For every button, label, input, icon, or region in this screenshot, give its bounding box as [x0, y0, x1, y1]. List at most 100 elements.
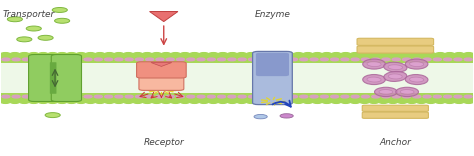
Circle shape	[199, 100, 209, 103]
Circle shape	[2, 95, 10, 98]
Text: Anchor: Anchor	[379, 138, 411, 147]
Circle shape	[237, 100, 246, 103]
Text: Transporter: Transporter	[3, 10, 55, 19]
Circle shape	[256, 100, 265, 103]
Circle shape	[33, 58, 41, 61]
Circle shape	[350, 100, 360, 103]
Circle shape	[246, 53, 256, 56]
Circle shape	[190, 100, 199, 103]
Circle shape	[303, 100, 313, 103]
Circle shape	[237, 53, 246, 56]
Circle shape	[341, 100, 350, 103]
Ellipse shape	[383, 62, 407, 72]
Circle shape	[398, 53, 407, 56]
Circle shape	[436, 53, 445, 56]
Circle shape	[76, 53, 86, 56]
Circle shape	[464, 95, 472, 98]
Circle shape	[290, 95, 298, 98]
Circle shape	[53, 95, 61, 98]
Circle shape	[322, 53, 331, 56]
Circle shape	[67, 100, 76, 103]
Circle shape	[10, 100, 19, 103]
Circle shape	[351, 58, 359, 61]
Circle shape	[146, 95, 154, 98]
Circle shape	[199, 53, 209, 56]
Circle shape	[207, 58, 215, 61]
Circle shape	[300, 58, 308, 61]
Circle shape	[248, 58, 256, 61]
FancyBboxPatch shape	[137, 62, 186, 78]
Circle shape	[382, 95, 390, 98]
Circle shape	[156, 95, 164, 98]
Circle shape	[322, 100, 331, 103]
Polygon shape	[150, 12, 178, 22]
Circle shape	[209, 53, 218, 56]
Circle shape	[12, 58, 20, 61]
Circle shape	[426, 53, 436, 56]
Circle shape	[423, 95, 431, 98]
Circle shape	[86, 100, 95, 103]
Circle shape	[136, 58, 144, 61]
Circle shape	[248, 95, 256, 98]
FancyBboxPatch shape	[0, 61, 474, 95]
Circle shape	[256, 53, 265, 56]
Circle shape	[52, 7, 67, 12]
Circle shape	[402, 58, 410, 61]
Circle shape	[341, 95, 349, 98]
Circle shape	[300, 95, 308, 98]
Circle shape	[407, 100, 417, 103]
Circle shape	[350, 53, 360, 56]
Circle shape	[444, 58, 452, 61]
Circle shape	[379, 53, 388, 56]
Circle shape	[115, 58, 123, 61]
Circle shape	[124, 100, 133, 103]
Circle shape	[176, 58, 184, 61]
Ellipse shape	[405, 75, 428, 85]
Circle shape	[433, 58, 441, 61]
Circle shape	[43, 58, 51, 61]
Circle shape	[398, 100, 407, 103]
Circle shape	[464, 100, 474, 103]
Circle shape	[279, 58, 287, 61]
Circle shape	[433, 95, 441, 98]
Circle shape	[171, 53, 180, 56]
Circle shape	[115, 95, 123, 98]
Circle shape	[284, 53, 294, 56]
Ellipse shape	[410, 77, 424, 82]
Ellipse shape	[379, 90, 393, 94]
Circle shape	[444, 95, 452, 98]
FancyBboxPatch shape	[357, 46, 434, 53]
Text: Enzyme: Enzyme	[255, 10, 291, 19]
Circle shape	[74, 95, 82, 98]
Circle shape	[161, 53, 171, 56]
FancyBboxPatch shape	[256, 53, 289, 76]
Circle shape	[464, 53, 474, 56]
Circle shape	[64, 95, 72, 98]
Ellipse shape	[410, 62, 424, 66]
Circle shape	[228, 58, 236, 61]
Circle shape	[22, 58, 30, 61]
Circle shape	[53, 58, 61, 61]
Circle shape	[238, 58, 246, 61]
Circle shape	[407, 53, 417, 56]
Circle shape	[369, 53, 379, 56]
Circle shape	[12, 95, 20, 98]
Circle shape	[26, 26, 41, 31]
Circle shape	[369, 100, 379, 103]
Circle shape	[105, 95, 113, 98]
Circle shape	[464, 58, 472, 61]
Circle shape	[171, 100, 180, 103]
Circle shape	[180, 100, 190, 103]
Circle shape	[218, 95, 226, 98]
FancyBboxPatch shape	[50, 62, 56, 94]
Circle shape	[388, 100, 398, 103]
Circle shape	[124, 53, 133, 56]
Circle shape	[351, 95, 359, 98]
Circle shape	[445, 100, 455, 103]
Circle shape	[382, 58, 390, 61]
Circle shape	[166, 58, 174, 61]
FancyBboxPatch shape	[357, 38, 434, 45]
Circle shape	[0, 53, 10, 56]
Circle shape	[45, 113, 60, 118]
Circle shape	[413, 58, 421, 61]
